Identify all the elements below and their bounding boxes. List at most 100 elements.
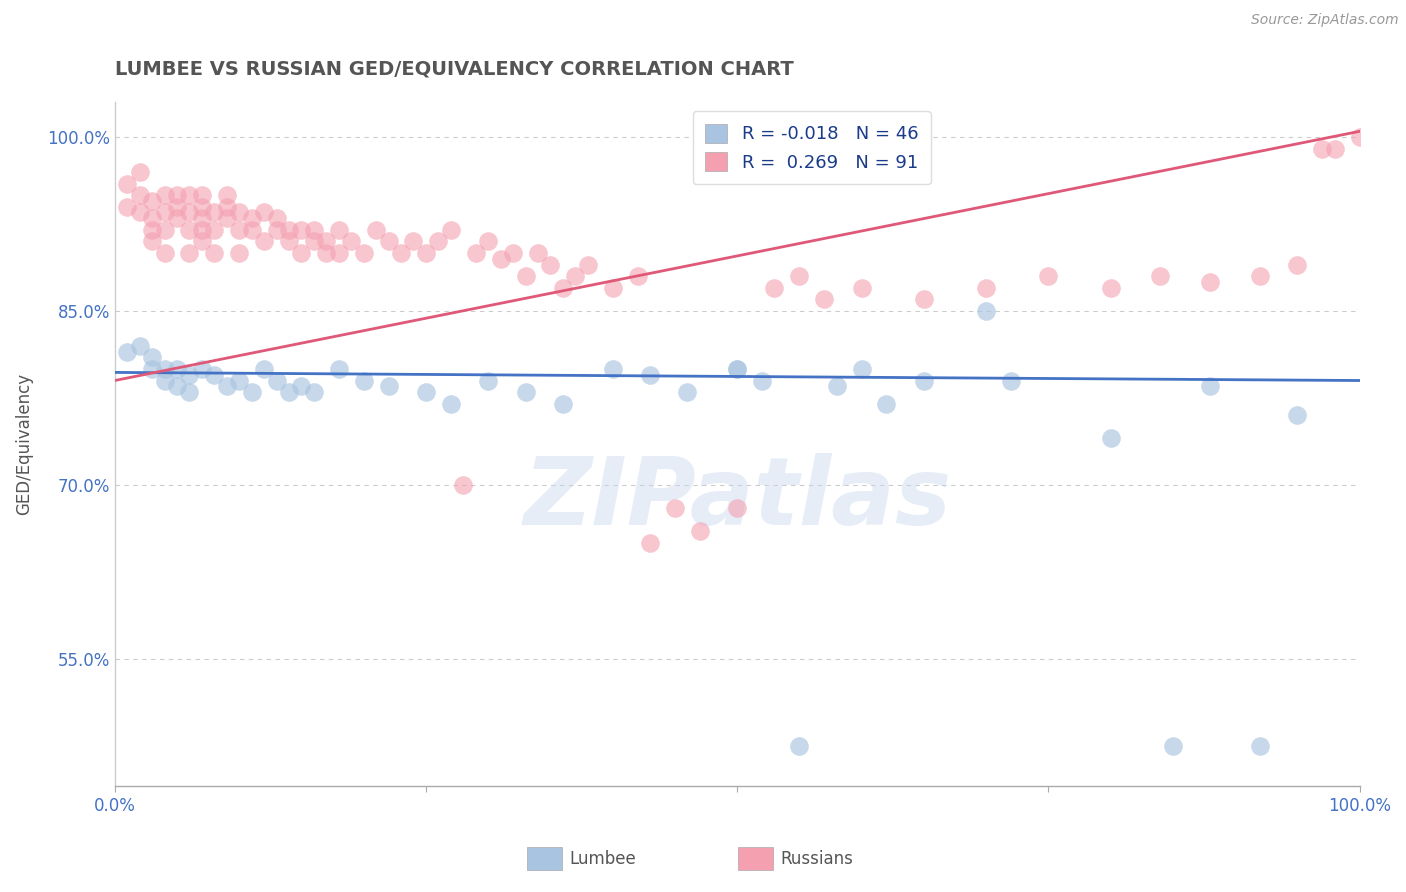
Point <box>179 385 201 400</box>
Point <box>538 258 561 272</box>
Point <box>315 246 337 260</box>
Point <box>315 235 337 249</box>
Point <box>876 397 898 411</box>
Point <box>389 246 412 260</box>
Point <box>141 211 163 226</box>
Text: Lumbee: Lumbee <box>569 850 636 868</box>
Point <box>353 246 375 260</box>
Point <box>602 362 624 376</box>
Point <box>290 379 312 393</box>
Point <box>1161 739 1184 753</box>
Point <box>440 223 463 237</box>
Point <box>228 205 250 219</box>
Point <box>851 281 873 295</box>
Point <box>191 188 214 202</box>
Point <box>1348 130 1371 145</box>
Point <box>166 200 188 214</box>
Point <box>502 246 524 260</box>
Point <box>128 165 150 179</box>
Point <box>253 205 276 219</box>
Point <box>464 246 486 260</box>
Point <box>166 211 188 226</box>
Point <box>153 223 176 237</box>
Point <box>115 344 138 359</box>
Point <box>202 246 225 260</box>
Point <box>638 368 661 382</box>
Point <box>240 223 263 237</box>
Point <box>440 397 463 411</box>
Text: Russians: Russians <box>780 850 853 868</box>
Point <box>974 281 997 295</box>
Point <box>515 269 537 284</box>
Point <box>166 362 188 376</box>
Point <box>191 362 214 376</box>
Point <box>676 385 699 400</box>
Point <box>153 246 176 260</box>
Text: ZIPatlas: ZIPatlas <box>523 453 952 545</box>
Point <box>141 194 163 208</box>
Point <box>179 246 201 260</box>
Point <box>377 235 399 249</box>
Point <box>1199 275 1222 289</box>
Point <box>166 188 188 202</box>
Point <box>128 339 150 353</box>
Point <box>763 281 786 295</box>
Point <box>328 362 350 376</box>
Point <box>179 205 201 219</box>
Point <box>725 362 748 376</box>
Point <box>725 362 748 376</box>
Point <box>527 246 550 260</box>
Point <box>477 235 499 249</box>
Point <box>179 368 201 382</box>
Point <box>128 205 150 219</box>
Point <box>789 739 811 753</box>
Point <box>638 535 661 549</box>
Point <box>202 223 225 237</box>
Point <box>477 374 499 388</box>
Point <box>115 177 138 191</box>
Point <box>141 351 163 365</box>
Point <box>851 362 873 376</box>
Point <box>1199 379 1222 393</box>
Point <box>453 478 475 492</box>
Point <box>290 223 312 237</box>
Point <box>602 281 624 295</box>
Point <box>825 379 848 393</box>
Point <box>215 211 238 226</box>
Point <box>328 223 350 237</box>
Point <box>228 223 250 237</box>
Text: Source: ZipAtlas.com: Source: ZipAtlas.com <box>1251 13 1399 28</box>
Point <box>191 223 214 237</box>
Point <box>253 235 276 249</box>
Point <box>302 223 325 237</box>
Point <box>415 385 437 400</box>
Point <box>328 246 350 260</box>
Point <box>141 362 163 376</box>
Point <box>266 223 288 237</box>
Point <box>266 211 288 226</box>
Point <box>153 362 176 376</box>
Point <box>179 223 201 237</box>
Point <box>240 385 263 400</box>
Point <box>551 281 574 295</box>
Point <box>576 258 599 272</box>
Point <box>266 374 288 388</box>
Point <box>141 235 163 249</box>
Point <box>1310 142 1333 156</box>
Point <box>415 246 437 260</box>
Point <box>215 379 238 393</box>
Point <box>153 188 176 202</box>
Point <box>215 200 238 214</box>
Point <box>166 379 188 393</box>
Legend: R = -0.018   N = 46, R =  0.269   N = 91: R = -0.018 N = 46, R = 0.269 N = 91 <box>693 112 931 185</box>
Text: LUMBEE VS RUSSIAN GED/EQUIVALENCY CORRELATION CHART: LUMBEE VS RUSSIAN GED/EQUIVALENCY CORREL… <box>115 60 793 78</box>
Point <box>1323 142 1346 156</box>
Point <box>912 293 935 307</box>
Point <box>191 211 214 226</box>
Point <box>302 235 325 249</box>
Point <box>278 223 301 237</box>
Point <box>353 374 375 388</box>
Point <box>1099 432 1122 446</box>
Point <box>290 246 312 260</box>
Point <box>1149 269 1171 284</box>
